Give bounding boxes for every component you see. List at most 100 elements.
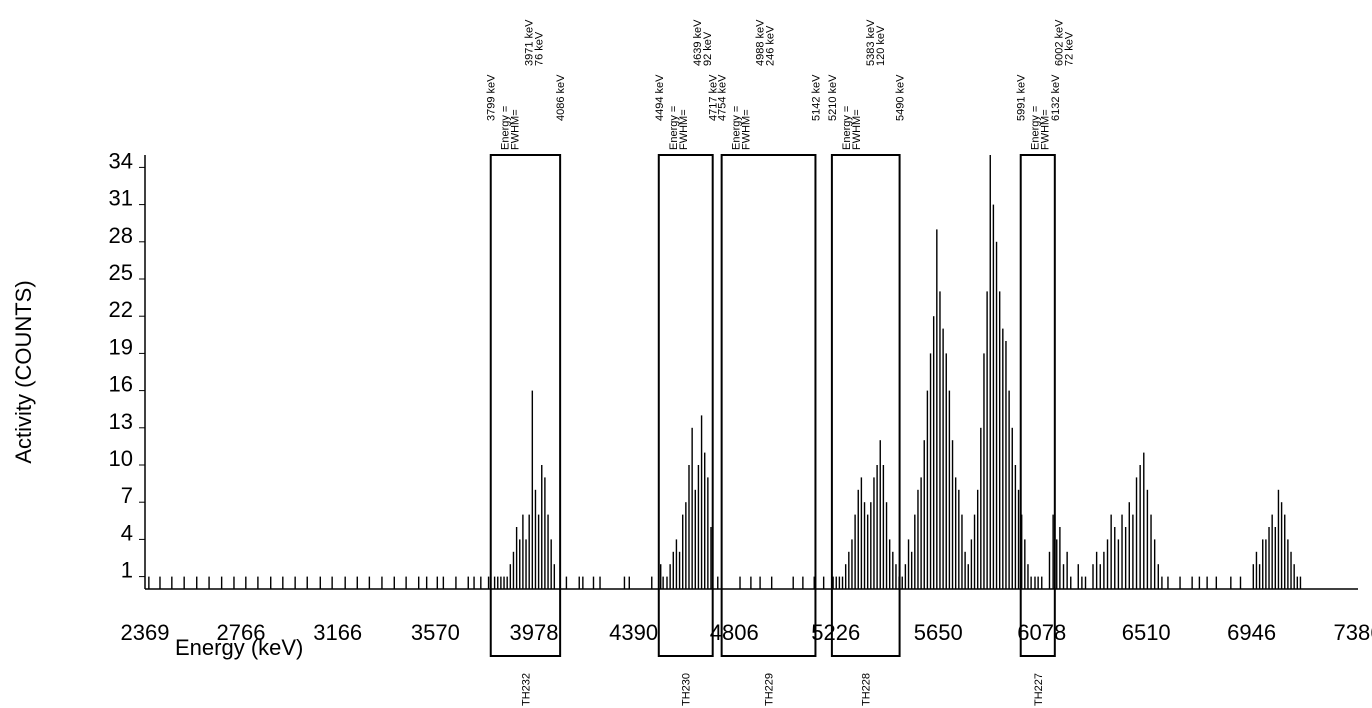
histogram-bar: [356, 576, 358, 589]
histogram-bar: [541, 465, 543, 589]
energy-prefix-label: Energy =: [731, 106, 743, 150]
y-tick-label: 13: [109, 409, 133, 434]
histogram-bar: [1146, 489, 1149, 589]
histogram-bar: [992, 204, 995, 589]
histogram-bar: [547, 514, 549, 589]
histogram-bar: [717, 576, 719, 589]
y-tick-label: 19: [109, 334, 133, 359]
histogram-bar: [480, 576, 482, 589]
energy-prefix-label: Energy =: [668, 106, 680, 150]
histogram-bar: [1041, 576, 1043, 589]
histogram-bar: [425, 576, 428, 589]
histogram-bar: [876, 465, 878, 589]
histogram-bar: [493, 576, 496, 589]
histogram-bar: [866, 514, 869, 589]
histogram-bar: [519, 539, 521, 589]
histogram-bar: [792, 576, 794, 589]
histogram-bar: [1017, 489, 1020, 589]
x-tick-label: 3570: [411, 620, 460, 645]
histogram-bar: [697, 465, 700, 589]
histogram-bar: [1128, 502, 1130, 589]
histogram-bar: [1034, 576, 1036, 589]
histogram-bar: [506, 576, 508, 589]
histogram-bar: [675, 539, 678, 589]
histogram-bar: [467, 576, 469, 589]
histogram-bar: [282, 576, 284, 589]
peak-energy-label: 5383 keV: [865, 19, 877, 66]
histogram-bar: [1024, 539, 1026, 589]
histogram-bar: [1157, 564, 1159, 589]
histogram-bar: [599, 576, 601, 589]
histogram-bar: [331, 576, 333, 589]
histogram-bar: [534, 489, 537, 589]
histogram-bar: [813, 576, 815, 589]
histogram-bar: [1135, 477, 1138, 589]
roi-low-label: 4754 keV: [717, 74, 729, 121]
histogram-bar: [417, 576, 420, 589]
histogram-bar: [694, 489, 696, 589]
histogram-bar: [685, 502, 687, 589]
histogram-bar: [848, 551, 850, 589]
x-tick-label: 5650: [914, 620, 963, 645]
histogram-bar: [998, 291, 1001, 589]
histogram-bar: [522, 514, 524, 589]
x-tick-label: 7386: [1334, 620, 1372, 645]
histogram-bar: [1056, 539, 1058, 589]
peak-fwhm-label: 92 keV: [702, 31, 714, 66]
x-tick-label: 4806: [710, 620, 759, 645]
histogram-bar: [1132, 514, 1134, 589]
histogram-bar: [802, 576, 804, 589]
histogram-bar: [1239, 576, 1242, 589]
histogram-bar: [973, 514, 976, 589]
histogram-bar: [1139, 465, 1141, 589]
histogram-bar: [550, 539, 552, 589]
histogram-bar: [986, 291, 988, 589]
histogram-bar: [1293, 564, 1295, 589]
histogram-bar: [651, 576, 653, 589]
histogram-bar: [939, 291, 941, 589]
histogram-bar: [835, 576, 837, 589]
histogram-bar: [923, 440, 925, 589]
histogram-bar: [1284, 514, 1286, 589]
histogram-bar: [1274, 527, 1277, 589]
histogram-bar: [171, 576, 173, 589]
histogram-bar: [1052, 514, 1054, 589]
histogram-bar: [759, 576, 761, 589]
roi-region: 3799 keV 4086 keV Energy =FWHM= 3971 keV76 …: [486, 19, 567, 706]
histogram-bar: [1206, 576, 1208, 589]
histogram-bar: [1296, 576, 1299, 589]
histogram-bar: [739, 576, 741, 589]
peak-energy-label: 4988 keV: [755, 19, 767, 66]
histogram-bar: [882, 465, 885, 589]
histogram-bar: [954, 477, 957, 589]
histogram-bar: [1299, 576, 1302, 589]
histogram-bar: [528, 514, 530, 589]
histogram-bar: [904, 564, 907, 589]
histogram-bar: [393, 576, 395, 589]
histogram-bar: [1077, 564, 1079, 589]
histogram-bar: [1114, 527, 1116, 589]
histogram-bar: [525, 539, 527, 589]
histogram-bar: [578, 576, 580, 589]
histogram-bar: [1277, 489, 1280, 589]
histogram-bar: [220, 576, 223, 589]
histogram-bar: [857, 489, 859, 589]
x-axis-title: Energy (keV): [175, 635, 303, 660]
histogram-bar: [531, 390, 534, 589]
histogram-bar: [257, 576, 259, 589]
histogram-bar: [436, 576, 439, 589]
histogram-bar: [873, 477, 875, 589]
histogram-bar: [838, 576, 841, 589]
histogram-bar: [159, 576, 161, 589]
roi-box: [489, 154, 562, 657]
histogram-bar: [623, 576, 626, 589]
y-tick-label: 7: [121, 483, 133, 508]
histogram-bar: [907, 539, 910, 589]
peak-fwhm-label: 76 keV: [534, 31, 546, 66]
roi-region: 5991 keV 6132 keV Energy =FWHM= 6002 keV72 …: [1016, 19, 1076, 706]
histogram-bar: [948, 390, 951, 589]
histogram-bar: [1161, 576, 1163, 589]
histogram-bar: [854, 514, 856, 589]
histogram-bar: [1110, 514, 1112, 589]
